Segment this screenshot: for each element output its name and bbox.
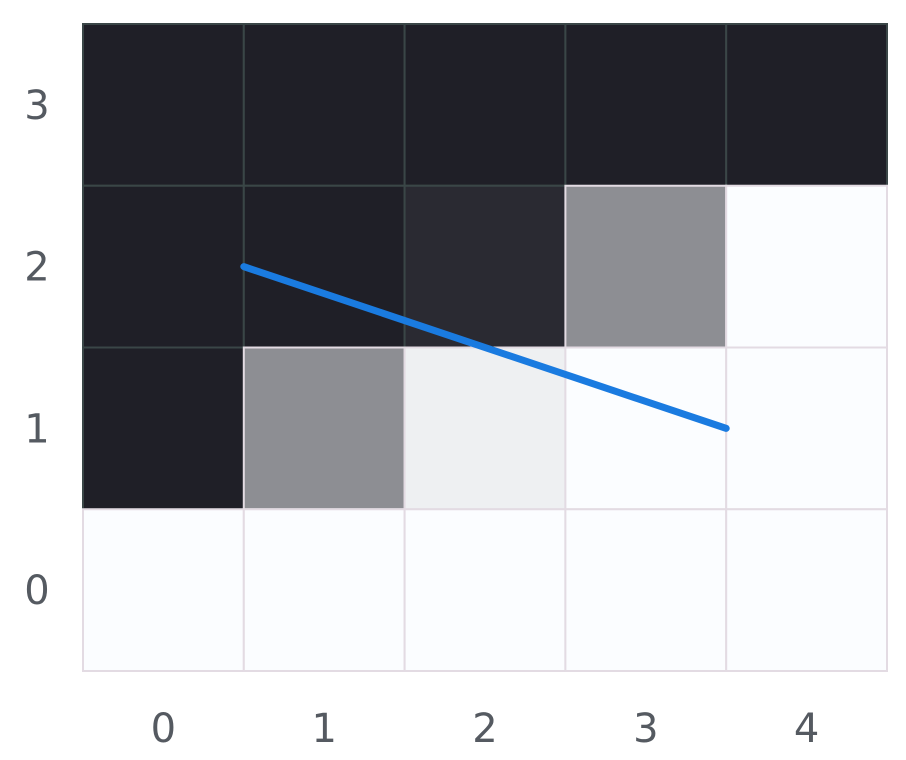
heatmap-cell-x2-y3 — [403, 23, 567, 187]
heatmap-cell-x2-y0 — [403, 508, 567, 672]
y-tick-label-0: 0 — [24, 568, 49, 614]
heatmap-cell-x3-y2 — [564, 184, 728, 349]
heatmap-cell-x4-y3 — [725, 23, 889, 187]
heatmap-cell-x0-y0 — [82, 508, 245, 672]
heatmap-cell-x1-y3 — [242, 23, 406, 187]
heatmap-cell-x2-y2 — [403, 184, 567, 349]
line-overlay — [240, 263, 730, 432]
heatmap-cell-x1-y1 — [242, 346, 406, 511]
x-axis-ticks: 0 1 2 3 4 — [151, 706, 820, 752]
heatmap-cell-x3-y1 — [564, 346, 728, 511]
heatmap-cell-x2-y1 — [403, 346, 567, 511]
heatmap-cell-x4-y1 — [725, 346, 889, 511]
heatmap-cell-x3-y3 — [564, 23, 728, 187]
x-tick-label-0: 0 — [151, 706, 176, 752]
y-tick-label-1: 1 — [24, 406, 49, 452]
heatmap-cell-x0-y1 — [82, 346, 245, 511]
x-tick-label-4: 4 — [794, 706, 819, 752]
heatmap-cell-x4-y2 — [725, 184, 889, 349]
y-tick-label-2: 2 — [24, 245, 49, 291]
heatmap-cell-x4-y0 — [725, 508, 889, 672]
heatmap-cell-x3-y0 — [564, 508, 728, 672]
y-axis-ticks: 0 1 2 3 — [24, 83, 49, 614]
x-tick-label-3: 3 — [633, 706, 658, 752]
x-tick-label-1: 1 — [311, 706, 336, 752]
x-tick-label-2: 2 — [472, 706, 497, 752]
y-tick-label-3: 3 — [24, 83, 49, 129]
heatmap-cell-x0-y2 — [82, 184, 245, 349]
heatmap-cell-x1-y0 — [242, 508, 406, 672]
heatmap-cells — [82, 23, 889, 672]
heatmap-cell-x0-y3 — [82, 23, 245, 187]
trend-line — [240, 263, 730, 432]
heatmap-cell-x1-y2 — [242, 184, 406, 349]
